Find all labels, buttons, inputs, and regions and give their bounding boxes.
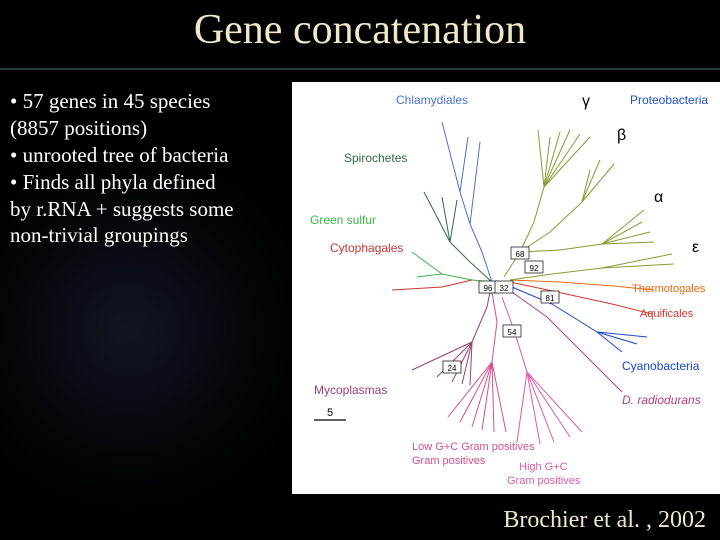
svg-text:5: 5 — [327, 407, 333, 419]
svg-text:Low G+C Gram positives: Low G+C Gram positives — [412, 441, 535, 453]
svg-text:β: β — [617, 127, 626, 144]
bullet-line: • unrooted tree of bacteria — [10, 142, 290, 169]
svg-text:Proteobacteria: Proteobacteria — [630, 93, 708, 107]
svg-text:Gram positives: Gram positives — [507, 475, 581, 487]
title-underline — [0, 68, 720, 70]
bullet-line: • 57 genes in 45 species — [10, 88, 290, 115]
svg-text:32: 32 — [500, 284, 509, 293]
svg-text:54: 54 — [508, 328, 517, 337]
svg-text:Thermotogales: Thermotogales — [632, 283, 706, 295]
slide-title: Gene concatenation — [0, 6, 720, 54]
svg-text:D. radiodurans: D. radiodurans — [622, 393, 701, 407]
citation: Brochier et al. , 2002 — [503, 507, 706, 534]
bullet-list: • 57 genes in 45 species (8857 positions… — [10, 88, 290, 249]
svg-text:96: 96 — [484, 284, 493, 293]
bullet-line: non-trivial groupings — [10, 222, 290, 249]
svg-text:Mycoplasmas: Mycoplasmas — [314, 383, 387, 397]
phylo-tree-figure: Chlamydiales Spirochetes Green sulfur Cytop… — [292, 82, 720, 494]
svg-text:Green sulfur: Green sulfur — [310, 213, 376, 227]
svg-text:24: 24 — [448, 364, 457, 373]
bullet-line: (8857 positions) — [10, 115, 290, 142]
svg-text:Cyanobacteria: Cyanobacteria — [622, 359, 700, 373]
svg-text:γ: γ — [582, 93, 590, 110]
svg-text:81: 81 — [546, 294, 555, 303]
bullet-line: • Finds all phyla defined — [10, 169, 290, 196]
svg-text:α: α — [654, 189, 663, 206]
svg-text:ε: ε — [692, 239, 699, 256]
bullet-line: by r.RNA + suggests some — [10, 196, 290, 223]
svg-text:68: 68 — [516, 250, 525, 259]
svg-text:92: 92 — [530, 264, 539, 273]
svg-text:Aquificales: Aquificales — [640, 308, 694, 320]
svg-text:Cytophagales: Cytophagales — [330, 241, 403, 255]
svg-text:Chlamydiales: Chlamydiales — [396, 93, 468, 107]
svg-text:High G+C: High G+C — [519, 461, 568, 473]
svg-text:Gram positives: Gram positives — [412, 455, 486, 467]
svg-text:Spirochetes: Spirochetes — [344, 151, 407, 165]
